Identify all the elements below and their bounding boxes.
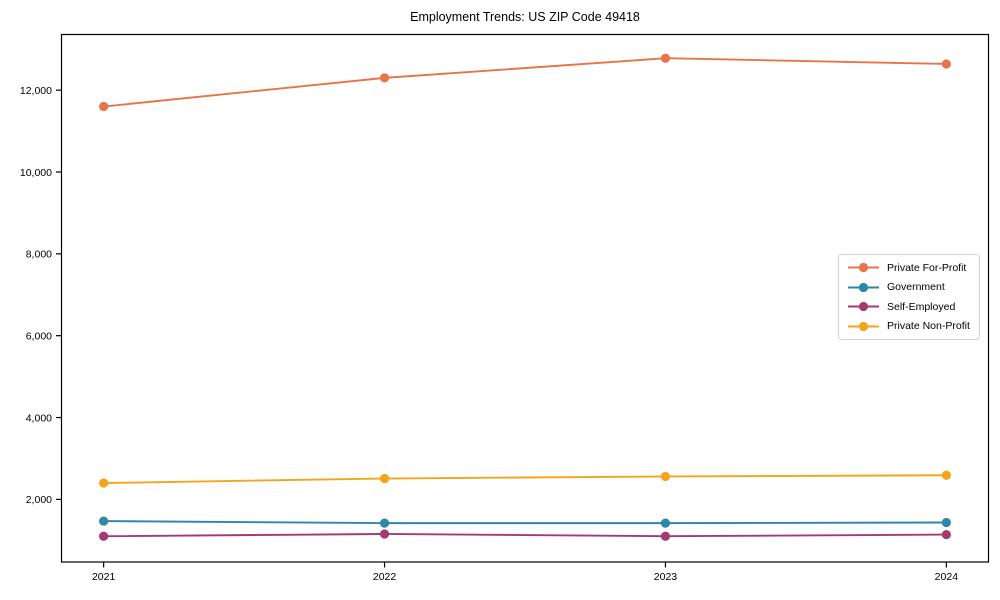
x-tick-label: 2023 (654, 571, 678, 583)
x-tick-label: 2022 (373, 571, 397, 583)
legend-label: Private Non-Profit (887, 320, 970, 333)
series-line-private-non-profit (103, 474, 947, 484)
legend-line-marker-icon (847, 282, 880, 293)
y-tick-label: 6,000 (26, 330, 52, 342)
y-tick-label: 8,000 (26, 249, 52, 261)
data-point-marker (660, 53, 671, 63)
y-tick-label: 10,000 (20, 167, 52, 179)
data-point-marker (99, 478, 109, 488)
data-point-marker (660, 518, 671, 528)
data-point-marker (941, 470, 951, 480)
data-point-marker (941, 529, 951, 540)
legend: Private For-Profit Government Self-Employe… (838, 254, 980, 340)
y-tick-label: 2,000 (26, 494, 52, 506)
legend-label: Self-Employed (887, 300, 956, 313)
legend-line-marker-icon (847, 321, 880, 332)
y-tick-label: 12,000 (20, 85, 52, 97)
y-tick-label: 4,000 (26, 412, 52, 424)
legend-item: Private For-Profit (847, 258, 971, 277)
data-point-marker (941, 517, 951, 528)
legend-item: Government (847, 278, 971, 297)
legend-line-marker-icon (847, 301, 880, 312)
data-point-marker (379, 473, 390, 484)
data-point-marker (379, 518, 390, 528)
data-point-marker (99, 531, 109, 541)
legend-line-marker-icon (847, 262, 880, 273)
legend-label: Private For-Profit (887, 261, 967, 274)
data-point-marker (99, 101, 109, 112)
series-line-government (103, 520, 947, 525)
data-point-marker (660, 471, 671, 482)
legend-item: Self-Employed (847, 297, 971, 316)
legend-label: Government (887, 281, 945, 294)
x-tick-label: 2021 (92, 571, 116, 583)
axes-frame (60, 33, 990, 563)
data-point-marker (660, 531, 671, 541)
data-point-marker (99, 516, 109, 526)
legend-item: Private Non-Profit (847, 317, 971, 336)
chart-title: Employment Trends: US ZIP Code 49418 (410, 10, 640, 24)
data-point-marker (379, 529, 390, 539)
series-line-self-employed (103, 533, 947, 538)
x-tick-label: 2024 (935, 571, 959, 583)
data-point-marker (379, 73, 390, 83)
data-point-marker (941, 59, 951, 69)
series-line-private-for-profit (103, 57, 947, 108)
